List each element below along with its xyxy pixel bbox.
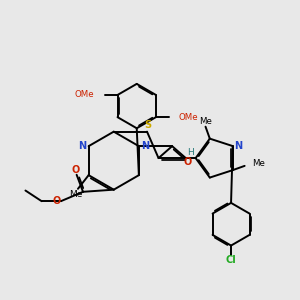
Text: N: N bbox=[141, 141, 149, 151]
Text: O: O bbox=[183, 158, 192, 167]
Text: O: O bbox=[52, 196, 61, 206]
Text: Me: Me bbox=[199, 117, 212, 126]
Text: OMe: OMe bbox=[75, 91, 94, 100]
Text: Me: Me bbox=[70, 190, 83, 199]
Text: S: S bbox=[144, 120, 152, 130]
Text: N: N bbox=[235, 141, 243, 151]
Text: O: O bbox=[72, 165, 80, 175]
Text: Me: Me bbox=[252, 159, 265, 168]
Text: N: N bbox=[79, 141, 87, 151]
Text: H: H bbox=[187, 148, 194, 157]
Text: OMe: OMe bbox=[179, 113, 199, 122]
Text: Cl: Cl bbox=[226, 256, 236, 266]
